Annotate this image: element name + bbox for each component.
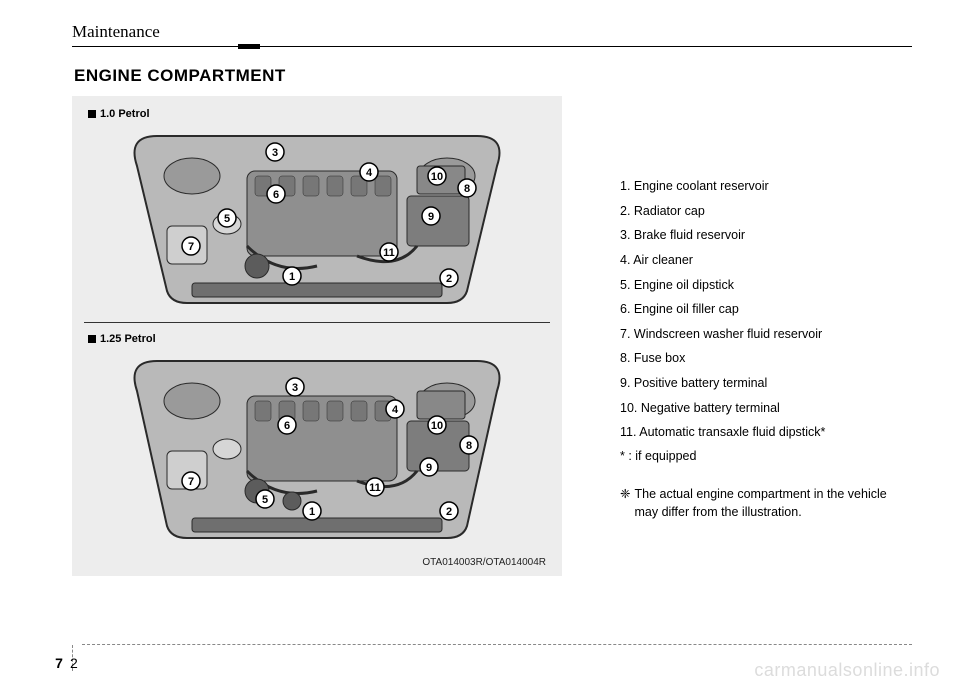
figure-b: 1.25 Petrol 1 2 3 4 5 6 7 8 9 10 11: [82, 333, 552, 551]
legend-list: 1. Engine coolant reservoir 2. Radiator c…: [620, 176, 912, 443]
svg-text:11: 11: [369, 482, 381, 494]
footer-dash-h: [82, 644, 912, 645]
svg-text:10: 10: [431, 171, 443, 183]
square-bullet-icon: [88, 335, 96, 343]
legend-item: 3. Brake fluid reservoir: [620, 225, 912, 246]
legend-item: 6. Engine oil filler cap: [620, 299, 912, 320]
legend-item: 5. Engine oil dipstick: [620, 275, 912, 296]
figure-a-label: 1.0 Petrol: [100, 108, 150, 120]
legend-item: 1. Engine coolant reservoir: [620, 176, 912, 197]
svg-text:3: 3: [272, 147, 278, 159]
svg-text:5: 5: [262, 494, 268, 506]
page-title: ENGINE COMPARTMENT: [74, 66, 912, 86]
legend-item: 8. Fuse box: [620, 348, 912, 369]
svg-text:6: 6: [273, 189, 279, 201]
svg-text:1: 1: [289, 271, 295, 283]
svg-text:9: 9: [426, 462, 432, 474]
svg-text:4: 4: [366, 167, 373, 179]
legend-item: 2. Radiator cap: [620, 201, 912, 222]
figure-b-label-row: 1.25 Petrol: [88, 333, 552, 345]
page: Maintenance ENGINE COMPARTMENT 1.0 Petro…: [0, 0, 960, 689]
content-row: 1.0 Petrol 1 2 3 4 5 6 7 8 9 10 11 1.25 Petrol 1 2 3…: [72, 96, 912, 576]
watermark: carmanualsonline.info: [754, 660, 940, 681]
note-symbol-icon: ❈: [620, 485, 630, 503]
engine-diagram-b: 1 2 3 4 5 6 7 8 9 10 11: [97, 351, 537, 551]
engine-diagram-a: 1 2 3 4 5 6 7 8 9 10 11: [97, 126, 537, 316]
svg-text:8: 8: [464, 183, 470, 195]
section-header: Maintenance: [72, 22, 160, 44]
legend-column: 1. Engine coolant reservoir 2. Radiator c…: [562, 96, 912, 576]
legend-item: 9. Positive battery terminal: [620, 373, 912, 394]
footer: 7 2: [48, 655, 88, 671]
legend-item: 7. Windscreen washer fluid reservoir: [620, 324, 912, 345]
footer-chapter: 7: [48, 655, 70, 671]
svg-text:3: 3: [292, 382, 298, 394]
svg-text:5: 5: [224, 213, 230, 225]
svg-text:2: 2: [446, 273, 452, 285]
svg-text:1: 1: [309, 506, 315, 518]
svg-text:4: 4: [392, 404, 399, 416]
if-equipped-note: * : if equipped: [620, 449, 912, 463]
legend-item: 10. Negative battery terminal: [620, 398, 912, 419]
figure-panel: 1.0 Petrol 1 2 3 4 5 6 7 8 9 10 11 1.25 Petrol 1 2 3…: [72, 96, 562, 576]
figure-separator: [84, 322, 550, 323]
svg-text:8: 8: [466, 440, 472, 452]
svg-text:6: 6: [284, 420, 290, 432]
svg-text:2: 2: [446, 506, 452, 518]
svg-text:7: 7: [188, 476, 194, 488]
figure-a-label-row: 1.0 Petrol: [88, 108, 552, 120]
note-text: The actual engine compartment in the veh…: [634, 485, 912, 521]
svg-text:9: 9: [428, 211, 434, 223]
square-bullet-icon: [88, 110, 96, 118]
svg-text:7: 7: [188, 241, 194, 253]
section-title: Maintenance: [72, 22, 160, 44]
figure-b-label: 1.25 Petrol: [100, 333, 156, 345]
legend-item: 4. Air cleaner: [620, 250, 912, 271]
note-row: ❈ The actual engine compartment in the v…: [620, 485, 912, 521]
svg-text:10: 10: [431, 420, 443, 432]
footer-page: 2: [70, 655, 88, 671]
figure-a: 1.0 Petrol 1 2 3 4 5 6 7 8 9 10 11: [82, 108, 552, 316]
svg-text:11: 11: [383, 247, 395, 259]
legend-item: 11. Automatic transaxle fluid dipstick*: [620, 422, 912, 443]
figure-code: OTA014003R/OTA014004R: [82, 557, 546, 568]
